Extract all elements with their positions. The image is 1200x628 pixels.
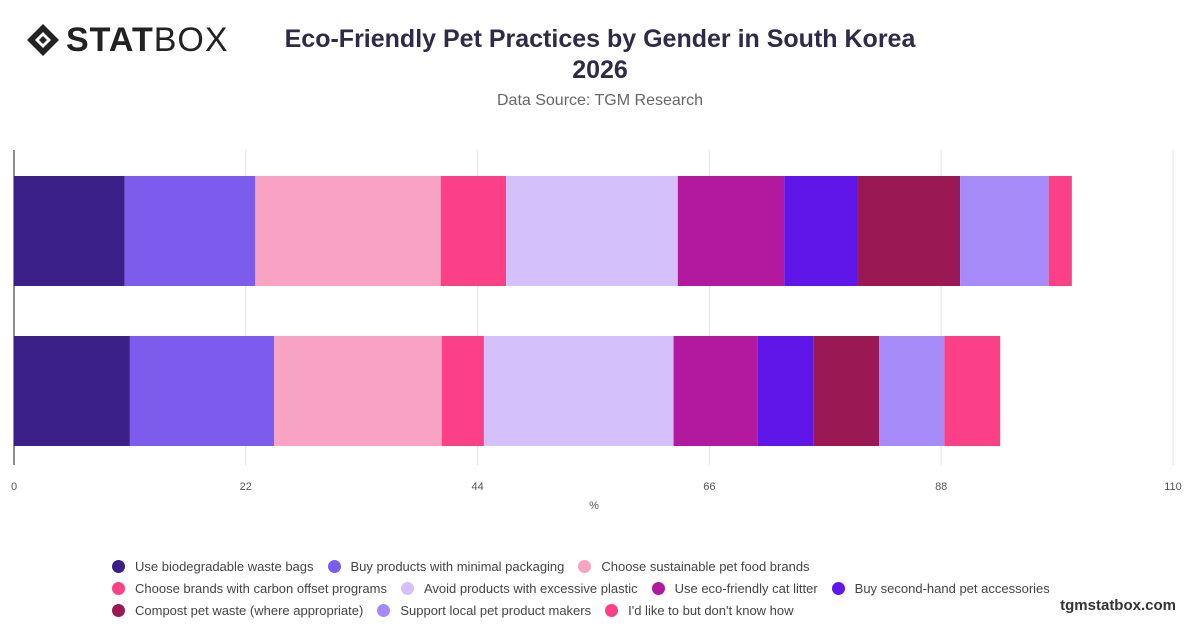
x-tick-label: 110 bbox=[1164, 481, 1182, 493]
stacked-bar-chart: 0 22 44 66 88 110 % bbox=[11, 150, 1182, 512]
bar-segment[interactable] bbox=[14, 176, 125, 286]
legend-label: Choose brands with carbon offset program… bbox=[135, 580, 387, 596]
legend-label: Support local pet product makers bbox=[400, 602, 592, 618]
legend-label: I'd like to but don't know how bbox=[628, 602, 794, 618]
logo-text: STATBOX bbox=[66, 22, 229, 58]
statbox-logo: STATBOX bbox=[26, 22, 229, 58]
bar-segment[interactable] bbox=[879, 336, 945, 446]
legend-swatch bbox=[400, 581, 414, 595]
legend-item[interactable]: Buy products with minimal packaging bbox=[327, 558, 565, 574]
chart-subtitle: Data Source: TGM Research bbox=[496, 92, 703, 109]
legend-item[interactable]: Use eco-friendly cat litter bbox=[651, 580, 818, 596]
legend-swatch bbox=[605, 603, 619, 617]
x-axis-label: % bbox=[589, 500, 599, 512]
legend-item[interactable]: I'd like to but don't know how bbox=[605, 602, 794, 618]
bar-segment[interactable] bbox=[677, 176, 785, 286]
legend-label: Avoid products with excessive plastic bbox=[423, 580, 638, 596]
bar-segment[interactable] bbox=[483, 336, 674, 446]
bars bbox=[14, 176, 1072, 446]
legend-swatch bbox=[377, 603, 391, 617]
legend-item[interactable]: Support local pet product makers bbox=[377, 602, 591, 618]
legend-swatch bbox=[651, 581, 665, 595]
legend-item[interactable]: Choose brands with carbon offset program… bbox=[112, 580, 387, 596]
bar-segment[interactable] bbox=[960, 176, 1049, 286]
x-tick-label: 44 bbox=[471, 481, 483, 493]
bar-segment[interactable] bbox=[757, 336, 814, 446]
bar-segment[interactable] bbox=[784, 176, 858, 286]
legend-item[interactable]: Compost pet waste (where appropriate) bbox=[112, 602, 363, 618]
bar-segment[interactable] bbox=[124, 176, 256, 286]
watermark: tgmstatbox.com bbox=[1060, 597, 1176, 614]
bar-segment[interactable] bbox=[255, 176, 441, 286]
x-tick-label: 0 bbox=[11, 481, 17, 493]
legend-swatch bbox=[578, 559, 592, 573]
bar-segment[interactable] bbox=[506, 176, 678, 286]
bar-segment[interactable] bbox=[441, 336, 484, 446]
legend-label: Compost pet waste (where appropriate) bbox=[135, 602, 364, 618]
bar-segment[interactable] bbox=[813, 336, 880, 446]
legend: Use biodegradable waste bags Buy products… bbox=[112, 558, 1112, 618]
x-tick-label: 66 bbox=[703, 481, 715, 493]
legend-label: Use eco-friendly cat litter bbox=[674, 580, 818, 596]
legend-label: Buy products with minimal packaging bbox=[350, 558, 565, 574]
chart-title: Eco-Friendly Pet Practices by Gender in … bbox=[200, 24, 1000, 86]
legend-swatch bbox=[327, 559, 341, 573]
legend-label: Choose sustainable pet food brands bbox=[601, 558, 810, 574]
chart-title-line1: Eco-Friendly Pet Practices by Gender in … bbox=[284, 25, 916, 53]
x-tick-label: 88 bbox=[935, 481, 947, 493]
legend-label: Use biodegradable waste bags bbox=[135, 558, 314, 574]
bar-segment[interactable] bbox=[1048, 176, 1072, 286]
bar-segment[interactable] bbox=[129, 336, 275, 446]
x-axis-ticks: 0 22 44 66 88 110 bbox=[11, 481, 1182, 493]
legend-label: Buy second-hand pet accessories bbox=[854, 580, 1050, 596]
legend-item[interactable]: Buy second-hand pet accessories bbox=[831, 580, 1050, 596]
legend-item[interactable]: Use biodegradable waste bags bbox=[112, 558, 314, 574]
chart-title-line2: 2026 bbox=[572, 56, 628, 84]
bar-segment[interactable] bbox=[274, 336, 442, 446]
diamond-logo-icon bbox=[27, 24, 59, 56]
logo-bold-text: STAT bbox=[66, 21, 154, 59]
legend-swatch bbox=[831, 581, 845, 595]
x-tick-label: 22 bbox=[240, 481, 252, 493]
bar-segment[interactable] bbox=[673, 336, 758, 446]
bar-segment[interactable] bbox=[440, 176, 507, 286]
bar-segment[interactable] bbox=[944, 336, 1001, 446]
legend-item[interactable]: Choose sustainable pet food brands bbox=[578, 558, 810, 574]
legend-swatch bbox=[112, 603, 125, 617]
legend-item[interactable]: Avoid products with excessive plastic bbox=[400, 580, 638, 596]
bar-segment[interactable] bbox=[14, 336, 130, 446]
legend-swatch bbox=[112, 559, 125, 573]
legend-swatch bbox=[112, 581, 125, 595]
logo-light-text: BOX bbox=[153, 21, 229, 59]
bar-segment[interactable] bbox=[857, 176, 961, 286]
